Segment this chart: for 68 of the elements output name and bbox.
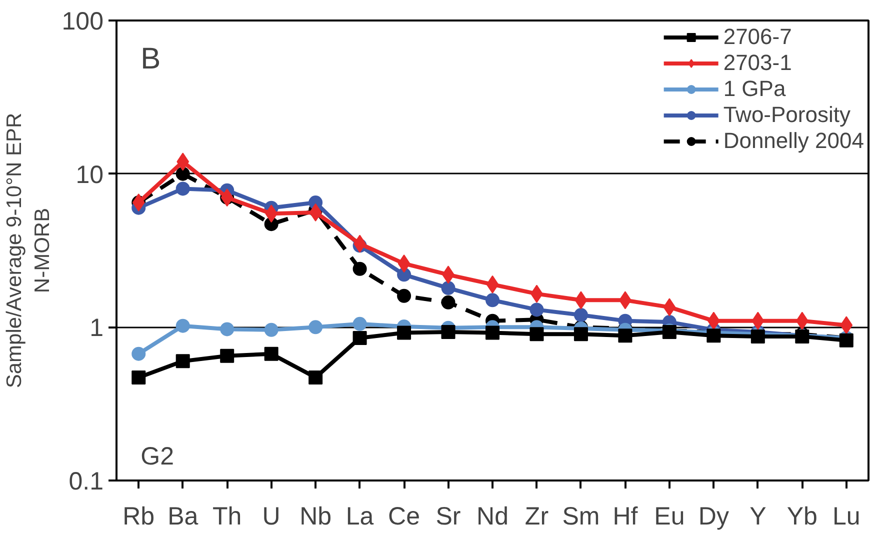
point: [176, 152, 190, 171]
point: [352, 330, 367, 345]
point: [574, 291, 588, 310]
x-tick-label: Hf: [612, 502, 638, 530]
point: [264, 322, 278, 337]
legend-label: 2703-1: [723, 50, 792, 76]
point: [220, 348, 234, 363]
legend-label: 1 GPa: [723, 76, 786, 102]
point: [574, 308, 588, 322]
y-tick-label: 0.1: [68, 468, 104, 496]
point: [132, 194, 145, 212]
annotation: B: [140, 42, 161, 76]
point: [486, 326, 500, 340]
x-tick-label: La: [346, 502, 374, 530]
y-tick-label: 10: [76, 160, 104, 189]
x-tick-label: Th: [212, 502, 242, 530]
point: [352, 262, 367, 276]
point: [176, 182, 190, 196]
point: [176, 166, 190, 181]
point: [264, 346, 278, 361]
x-tick-label: U: [262, 502, 280, 530]
x-tick-label: Ba: [168, 502, 198, 530]
legend-label: Donnelly 2004: [723, 128, 864, 154]
point: [176, 318, 190, 333]
point: [486, 275, 499, 294]
x-tick-label: Nd: [476, 502, 508, 530]
annotation: G2: [140, 442, 174, 470]
x-tick-label: Sm: [562, 502, 600, 530]
point: [352, 316, 367, 331]
point: [398, 254, 410, 273]
point: [397, 288, 412, 303]
x-tick-label: Eu: [654, 502, 685, 530]
point: [132, 370, 146, 384]
y-axis-title: Sample/Average 9-10°N EPR N-MORB: [3, 112, 54, 388]
point: [308, 370, 323, 384]
point: [530, 327, 544, 342]
x-tick-label: Y: [750, 502, 767, 530]
x-tick-label: Yb: [786, 502, 818, 530]
y-tick-label: 1: [90, 314, 104, 342]
x-tick-label: Dy: [698, 502, 730, 530]
point: [574, 327, 588, 342]
x-tick-label: Rb: [122, 502, 155, 530]
point: [839, 333, 854, 348]
point: [397, 326, 412, 340]
legend-label: Two-Porosity: [723, 102, 850, 128]
point: [132, 346, 146, 361]
point: [618, 328, 632, 343]
point: [309, 203, 322, 222]
point: [441, 281, 456, 296]
point: [796, 312, 808, 330]
point: [752, 312, 764, 330]
point: [441, 295, 456, 310]
legend-label: 2706-7: [723, 24, 792, 50]
x-tick-label: Nb: [300, 502, 332, 530]
point: [441, 325, 456, 339]
point: [530, 302, 544, 317]
point: [176, 354, 190, 368]
point: [840, 316, 853, 334]
x-tick-label: Lu: [832, 502, 860, 530]
point: [220, 322, 234, 336]
x-tick-label: Sr: [436, 502, 461, 530]
point: [486, 293, 500, 308]
point: [308, 320, 323, 334]
point: [706, 328, 721, 343]
point: [663, 298, 676, 316]
y-tick-label: 100: [62, 8, 104, 36]
x-tick-label: Ce: [388, 502, 420, 530]
x-tick-label: Zr: [524, 502, 549, 530]
